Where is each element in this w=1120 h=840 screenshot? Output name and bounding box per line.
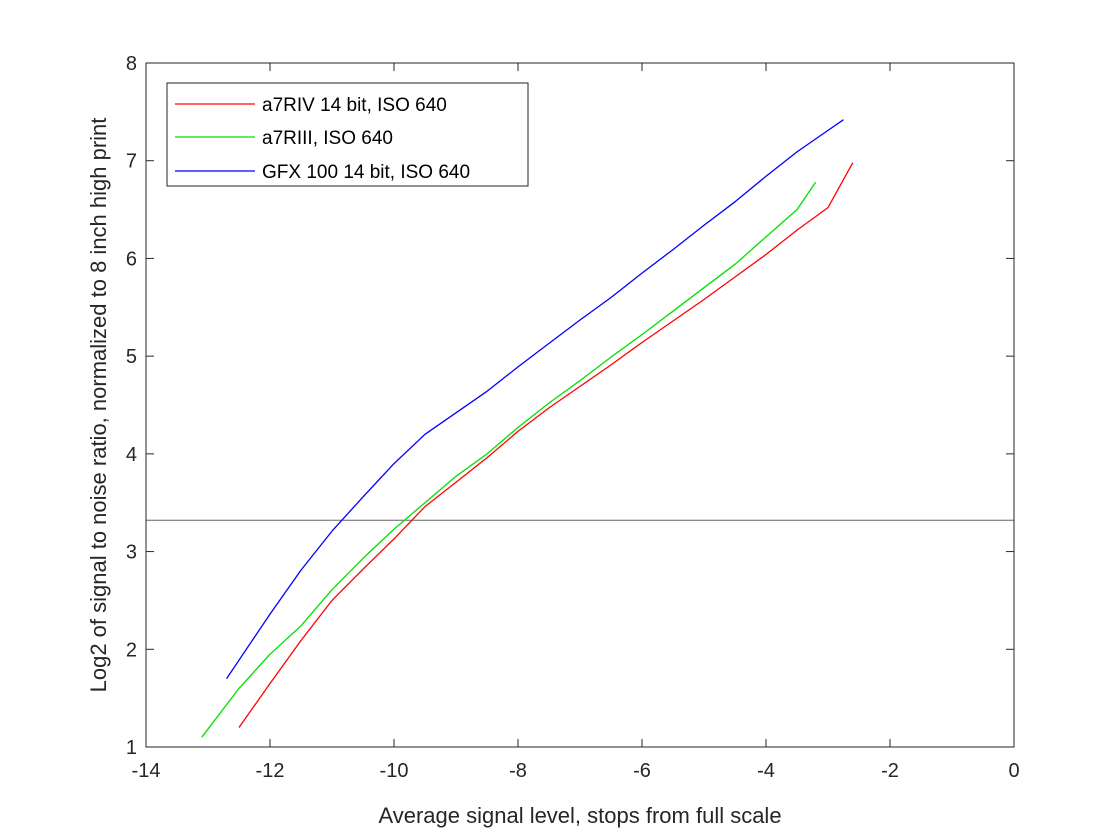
y-tick-label: 5: [126, 346, 137, 368]
plot-frame: [145, 62, 1015, 748]
y-tick-label: 7: [126, 151, 137, 173]
x-tick-label: -8: [509, 760, 527, 782]
x-tick-label: -6: [633, 760, 651, 782]
y-tick-label: 2: [126, 639, 137, 661]
x-axis-title: Average signal level, stops from full sc…: [378, 803, 781, 828]
y-axis-title: Log2 of signal to noise ratio, normalize…: [86, 118, 111, 693]
series-layer: [201, 119, 854, 738]
x-tick-labels: -14 -12 -10 -8 -6 -4 -2 0: [132, 760, 1020, 782]
series-line-2: [226, 119, 844, 679]
y-tick-label: 6: [126, 248, 137, 270]
legend-label-gfx100: GFX 100 14 bit, ISO 640: [262, 162, 470, 183]
series-line-0: [238, 162, 854, 728]
y-tick-label: 8: [126, 53, 137, 75]
x-tick-label: -4: [757, 760, 775, 782]
legend-box: [166, 82, 529, 187]
x-tick-label: -14: [132, 760, 161, 782]
y-tick-label: 4: [126, 444, 137, 466]
series-line-1: [201, 181, 817, 738]
legend-label-a7riii: a7RIII, ISO 640: [262, 128, 393, 149]
x-tick-label: 0: [1008, 760, 1019, 782]
legend-label-a7riv: a7RIV 14 bit, ISO 640: [262, 95, 447, 116]
tick-layer: [145, 62, 1015, 748]
x-tick-label: -2: [881, 760, 899, 782]
x-tick-label: -10: [380, 760, 409, 782]
legend: a7RIV 14 bit, ISO 640 a7RIII, ISO 640 GF…: [166, 82, 529, 187]
x-tick-label: -12: [256, 760, 285, 782]
y-tick-label: 3: [126, 542, 137, 564]
y-tick-label: 1: [126, 737, 137, 759]
y-tick-labels: 1 2 3 4 5 6 7 8: [126, 53, 137, 759]
